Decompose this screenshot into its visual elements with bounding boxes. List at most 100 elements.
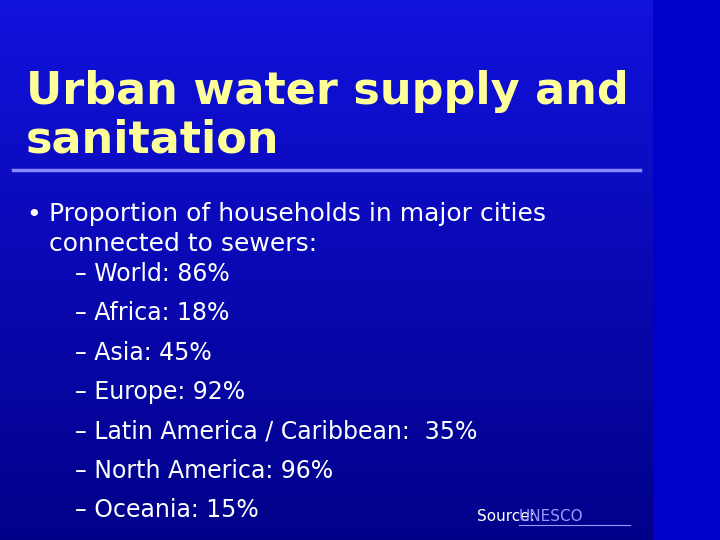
Bar bbox=[0, 437, 653, 443]
Bar bbox=[0, 157, 653, 162]
Bar bbox=[0, 65, 653, 70]
Bar bbox=[0, 86, 653, 92]
Bar bbox=[0, 232, 653, 238]
Text: Source:: Source: bbox=[477, 509, 534, 524]
Bar bbox=[0, 151, 653, 157]
Bar bbox=[0, 427, 653, 432]
Bar bbox=[0, 211, 653, 216]
Bar bbox=[0, 130, 653, 135]
Bar bbox=[0, 529, 653, 535]
Text: – North America: 96%: – North America: 96% bbox=[75, 459, 333, 483]
Bar bbox=[0, 302, 653, 308]
Bar bbox=[0, 97, 653, 103]
Bar bbox=[0, 135, 653, 140]
Bar bbox=[0, 502, 653, 508]
Bar bbox=[0, 238, 653, 243]
Bar bbox=[0, 113, 653, 119]
Bar bbox=[0, 389, 653, 394]
Bar bbox=[0, 405, 653, 410]
Bar bbox=[0, 200, 653, 205]
Bar bbox=[0, 319, 653, 324]
Text: •: • bbox=[26, 202, 41, 226]
Text: – Oceania: 15%: – Oceania: 15% bbox=[75, 498, 258, 522]
Bar bbox=[0, 178, 653, 184]
Bar bbox=[0, 281, 653, 286]
Bar bbox=[0, 362, 653, 367]
Bar bbox=[0, 167, 653, 173]
Bar bbox=[0, 43, 653, 49]
Bar bbox=[0, 140, 653, 146]
Bar bbox=[0, 335, 653, 340]
Bar bbox=[0, 22, 653, 27]
Bar bbox=[0, 373, 653, 378]
Bar bbox=[0, 275, 653, 281]
Bar bbox=[0, 38, 653, 43]
Bar bbox=[0, 259, 653, 265]
Bar bbox=[0, 270, 653, 275]
Text: – Africa: 18%: – Africa: 18% bbox=[75, 301, 230, 325]
Text: Proportion of households in major cities
connected to sewers:: Proportion of households in major cities… bbox=[49, 202, 546, 256]
Bar bbox=[0, 108, 653, 113]
Bar bbox=[0, 227, 653, 232]
Bar bbox=[0, 454, 653, 459]
Bar bbox=[0, 92, 653, 97]
Bar bbox=[0, 459, 653, 464]
Bar bbox=[0, 248, 653, 254]
Text: – Asia: 45%: – Asia: 45% bbox=[75, 341, 212, 364]
Bar bbox=[0, 81, 653, 86]
Bar bbox=[0, 265, 653, 270]
Bar bbox=[0, 491, 653, 497]
Bar bbox=[0, 356, 653, 362]
Bar bbox=[0, 524, 653, 529]
Bar bbox=[0, 470, 653, 475]
Bar bbox=[0, 162, 653, 167]
Bar bbox=[0, 54, 653, 59]
Bar bbox=[0, 103, 653, 108]
Bar bbox=[0, 173, 653, 178]
Bar bbox=[0, 124, 653, 130]
Text: – World: 86%: – World: 86% bbox=[75, 262, 230, 286]
Bar bbox=[0, 475, 653, 481]
Bar bbox=[0, 394, 653, 400]
Bar bbox=[0, 400, 653, 405]
Bar bbox=[0, 292, 653, 297]
Bar bbox=[0, 410, 653, 416]
Bar bbox=[0, 448, 653, 454]
Bar bbox=[0, 221, 653, 227]
Bar bbox=[0, 297, 653, 302]
Bar bbox=[0, 421, 653, 427]
Bar bbox=[0, 76, 653, 81]
Bar bbox=[0, 383, 653, 389]
Bar bbox=[0, 351, 653, 356]
Bar bbox=[0, 443, 653, 448]
Text: – Latin America / Caribbean:  35%: – Latin America / Caribbean: 35% bbox=[75, 420, 477, 443]
Bar bbox=[0, 486, 653, 491]
Bar bbox=[0, 432, 653, 437]
Bar bbox=[0, 481, 653, 486]
Bar bbox=[0, 313, 653, 319]
Text: – Europe: 92%: – Europe: 92% bbox=[75, 380, 246, 404]
Bar bbox=[0, 378, 653, 383]
Bar bbox=[0, 5, 653, 11]
Bar bbox=[0, 0, 653, 5]
Bar bbox=[0, 70, 653, 76]
Bar bbox=[0, 59, 653, 65]
Bar bbox=[0, 189, 653, 194]
Bar bbox=[0, 32, 653, 38]
Bar bbox=[0, 497, 653, 502]
Bar bbox=[0, 216, 653, 221]
Bar bbox=[0, 16, 653, 22]
Text: UNESCO: UNESCO bbox=[519, 509, 584, 524]
Bar bbox=[0, 205, 653, 211]
Bar bbox=[0, 184, 653, 189]
Bar bbox=[0, 11, 653, 16]
Bar bbox=[0, 286, 653, 292]
Bar bbox=[0, 416, 653, 421]
Bar bbox=[0, 508, 653, 513]
Bar bbox=[0, 324, 653, 329]
Bar bbox=[0, 308, 653, 313]
Bar bbox=[0, 464, 653, 470]
Bar bbox=[0, 513, 653, 518]
Bar bbox=[0, 119, 653, 124]
Bar bbox=[0, 194, 653, 200]
